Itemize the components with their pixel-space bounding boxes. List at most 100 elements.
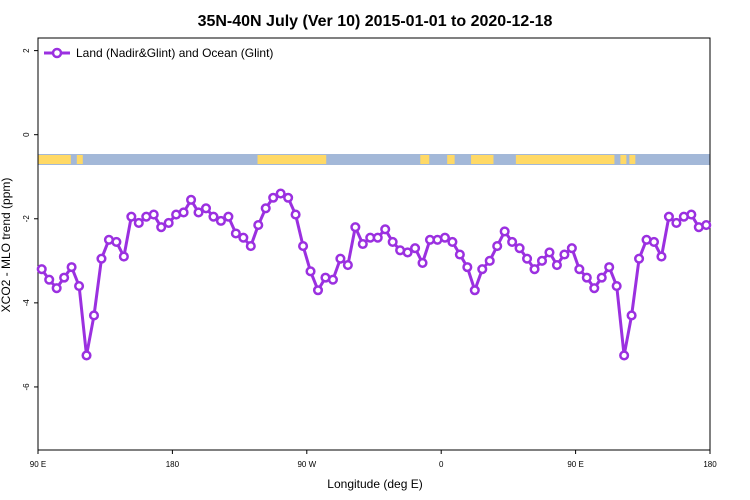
data-point[interactable]: [410, 243, 421, 254]
data-point[interactable]: [648, 236, 660, 247]
data-point[interactable]: [492, 241, 503, 252]
data-point[interactable]: [686, 209, 697, 220]
y-tick-label: -4: [22, 299, 31, 307]
data-point[interactable]: [701, 220, 712, 231]
land-segment: [420, 155, 430, 164]
data-point[interactable]: [96, 253, 107, 264]
data-point[interactable]: [529, 264, 540, 275]
legend[interactable]: Land (Nadir&Glint) and Ocean (Glint): [44, 46, 273, 60]
data-point[interactable]: [357, 238, 368, 250]
data-point[interactable]: [656, 251, 667, 262]
data-point[interactable]: [193, 207, 204, 218]
data-point[interactable]: [118, 251, 129, 262]
data-point[interactable]: [566, 243, 577, 254]
land-segment: [447, 155, 455, 164]
data-point[interactable]: [596, 272, 607, 283]
data-point[interactable]: [51, 283, 62, 294]
data-point[interactable]: [215, 215, 226, 226]
data-point[interactable]: [551, 259, 562, 271]
data-point[interactable]: [148, 209, 159, 220]
y-axis: 2 0 -2 -4 -6: [22, 48, 38, 391]
data-point[interactable]: [380, 224, 391, 235]
data-point[interactable]: [522, 253, 533, 264]
data-point[interactable]: [245, 241, 256, 252]
data-point[interactable]: [312, 285, 324, 296]
data-point[interactable]: [253, 220, 264, 231]
data-point[interactable]: [387, 236, 398, 247]
series-layer: [36, 188, 712, 361]
data-point[interactable]: [611, 280, 622, 292]
data-point[interactable]: [619, 350, 630, 361]
data-point[interactable]: [469, 285, 480, 296]
y-tick-label: 0: [22, 132, 31, 137]
data-point[interactable]: [507, 236, 518, 247]
data-point[interactable]: [514, 243, 525, 254]
x-tick-label: 90 E: [30, 460, 46, 469]
data-point[interactable]: [327, 274, 338, 285]
data-point[interactable]: [671, 217, 682, 229]
data-point[interactable]: [447, 236, 458, 247]
data-point[interactable]: [133, 217, 144, 229]
data-point[interactable]: [559, 249, 570, 260]
land-segment: [257, 155, 327, 164]
land-segment: [620, 155, 627, 164]
data-point[interactable]: [634, 253, 645, 264]
chart-title: 35N-40N July (Ver 10) 2015-01-01 to 2020…: [198, 13, 553, 30]
data-point[interactable]: [223, 211, 234, 222]
data-point[interactable]: [156, 222, 167, 233]
data-point[interactable]: [163, 217, 174, 229]
land-segment: [76, 155, 83, 164]
data-point[interactable]: [581, 272, 592, 283]
land-segment: [515, 155, 615, 164]
data-point[interactable]: [66, 262, 77, 273]
data-point[interactable]: [81, 350, 92, 361]
data-point[interactable]: [59, 272, 70, 283]
data-point[interactable]: [298, 241, 309, 252]
data-point[interactable]: [439, 232, 450, 243]
data-point[interactable]: [260, 203, 271, 214]
data-point[interactable]: [111, 236, 122, 247]
data-point[interactable]: [454, 249, 465, 260]
data-point[interactable]: [283, 192, 294, 203]
data-point[interactable]: [268, 192, 279, 203]
x-tick-label: 180: [166, 460, 180, 469]
data-point[interactable]: [74, 280, 85, 292]
data-point[interactable]: [350, 222, 361, 233]
data-point[interactable]: [589, 283, 600, 294]
data-point[interactable]: [186, 194, 197, 205]
y-tick-label: -2: [22, 215, 31, 223]
data-point[interactable]: [290, 209, 301, 220]
data-point[interactable]: [275, 188, 286, 199]
data-point[interactable]: [626, 310, 637, 321]
data-point[interactable]: [372, 232, 383, 243]
data-point[interactable]: [499, 226, 510, 237]
x-axis-label: Longitude (deg E): [327, 477, 422, 491]
data-point[interactable]: [200, 203, 212, 214]
data-point[interactable]: [477, 264, 488, 275]
data-point[interactable]: [417, 257, 428, 268]
data-point[interactable]: [604, 262, 615, 273]
plot-frame: [37, 37, 711, 451]
data-point[interactable]: [342, 259, 353, 271]
data-point[interactable]: [238, 232, 249, 243]
data-point[interactable]: [208, 211, 219, 222]
data-point[interactable]: [402, 247, 413, 258]
data-point[interactable]: [126, 211, 137, 222]
data-point[interactable]: [44, 274, 55, 285]
x-tick-label: 90 W: [297, 460, 316, 469]
data-point[interactable]: [335, 253, 346, 264]
data-point[interactable]: [230, 228, 241, 239]
y-tick-label: 2: [22, 48, 31, 53]
data-point[interactable]: [36, 264, 47, 275]
data-point[interactable]: [305, 266, 316, 277]
data-point[interactable]: [88, 310, 100, 321]
data-point[interactable]: [536, 255, 548, 266]
legend-marker: [51, 47, 63, 59]
data-point[interactable]: [484, 255, 495, 266]
data-point[interactable]: [574, 264, 585, 275]
data-point[interactable]: [462, 262, 473, 273]
data-point[interactable]: [544, 247, 555, 258]
x-tick-label: 180: [703, 460, 717, 469]
data-point[interactable]: [663, 211, 674, 222]
data-point[interactable]: [178, 207, 189, 218]
